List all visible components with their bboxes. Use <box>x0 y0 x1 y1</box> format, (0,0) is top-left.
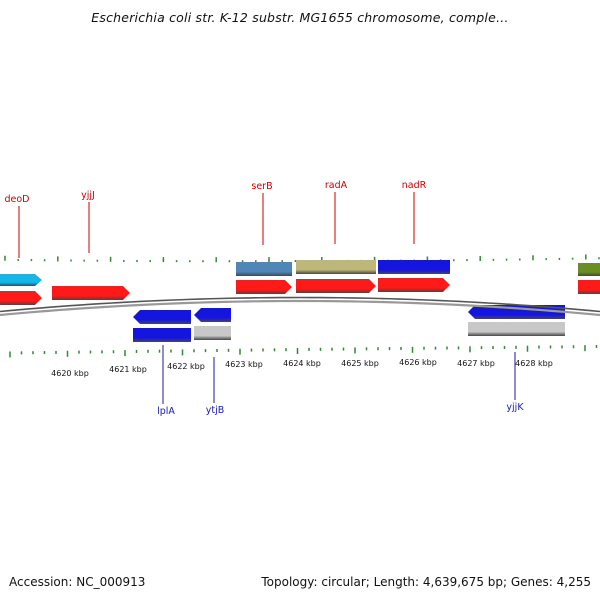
backbone-line-top <box>0 296 600 313</box>
feature-lplA-gene <box>133 310 191 324</box>
gene-label-yjjJ: yjjJ <box>81 190 95 201</box>
feature-nadR-cds <box>378 278 450 292</box>
tick-label: 4620 kbp <box>51 369 89 378</box>
gene-labels: deoD yjjJ serB radA nadR lplA ytjB yjjK <box>4 180 524 417</box>
gene-label-deoD: deoD <box>4 194 29 205</box>
feature-cds-1 <box>0 291 42 305</box>
feature-deoD <box>0 274 42 286</box>
tick-label: 4628 kbp <box>515 359 553 368</box>
feature-radA-gene <box>296 260 376 274</box>
feature-edge-red <box>578 280 600 294</box>
gene-label-lplA: lplA <box>157 406 175 417</box>
gene-label-ytjB: ytjB <box>206 405 225 416</box>
feature-nadR-gene <box>378 260 450 274</box>
feature-lplA-cds <box>133 328 191 342</box>
map-title: Escherichia coli str. K-12 substr. MG165… <box>91 10 509 25</box>
tick-label: 4625 kbp <box>341 359 379 368</box>
feature-serB-gene <box>236 262 292 276</box>
backbone-line-bottom <box>0 299 600 317</box>
tick-label: 4621 kbp <box>109 365 147 374</box>
tick-label: 4626 kbp <box>399 358 437 367</box>
feature-yjjK-gene <box>468 305 565 319</box>
gene-label-serB: serB <box>251 181 272 192</box>
chromosome-backbone <box>0 296 600 317</box>
feature-track <box>0 260 600 342</box>
tick-label: 4623 kbp <box>225 360 263 369</box>
axis-tick-labels: 4620 kbp 4621 kbp 4622 kbp 4623 kbp 4624 kbp… <box>51 358 553 378</box>
gene-label-yjjK: yjjK <box>506 402 524 413</box>
gene-label-radA: radA <box>325 180 348 191</box>
feature-serB-cds <box>236 280 292 294</box>
tick-label: 4622 kbp <box>167 362 205 371</box>
feature-ytjB-gene <box>194 308 231 322</box>
tick-label: 4624 kbp <box>283 359 321 368</box>
feature-ytjB-cds <box>194 326 231 340</box>
feature-radA-cds <box>296 279 376 293</box>
feature-yjjJ <box>52 286 130 300</box>
feature-edge-olive <box>578 263 600 276</box>
feature-yjjK-cds <box>468 322 565 336</box>
tick-label: 4627 kbp <box>457 359 495 368</box>
accession-label: Accession: NC_000913 <box>9 575 146 589</box>
inner-tick-track <box>9 345 598 358</box>
gene-label-nadR: nadR <box>402 180 427 191</box>
genome-stats-label: Topology: circular; Length: 4,639,675 bp… <box>261 575 591 589</box>
